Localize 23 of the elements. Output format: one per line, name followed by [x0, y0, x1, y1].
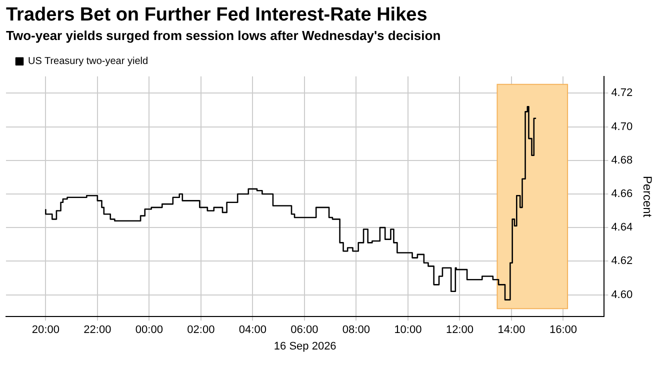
x-tick-label: 12:00	[446, 324, 474, 336]
x-tick-label: 14:00	[498, 324, 526, 336]
y-tick-label: 4.64	[611, 222, 633, 234]
x-tick-label: 04:00	[238, 324, 266, 336]
x-tick-label: 22:00	[84, 324, 112, 336]
x-tick-label: 10:00	[394, 324, 422, 336]
y-tick-label: 4.60	[611, 288, 633, 301]
y-tick-label: 4.72	[611, 87, 633, 100]
x-tick-label: 20:00	[32, 324, 60, 336]
x-tick-label: 06:00	[290, 324, 318, 336]
x-tick-label: 00:00	[135, 324, 163, 336]
legend-label: US Treasury two-year yield	[28, 56, 148, 68]
x-tick-label: 08:00	[342, 324, 370, 336]
y-tick-label: 4.70	[611, 120, 633, 133]
chart-subtitle: Two-year yields surged from session lows after Wednesday's decision	[6, 28, 441, 44]
y-axis-title: Percent	[640, 176, 654, 218]
x-tick-label: 02:00	[187, 324, 215, 336]
x-tick-label: 16:00	[549, 324, 577, 336]
x-axis-title: 16 Sep 2026	[274, 340, 336, 352]
y-tick-label: 4.62	[611, 255, 633, 268]
y-tick-label: 4.68	[611, 154, 633, 166]
y-tick-label: 4.66	[611, 188, 633, 200]
chart-title: Traders Bet on Further Fed Interest-Rate Hikes	[6, 4, 428, 26]
